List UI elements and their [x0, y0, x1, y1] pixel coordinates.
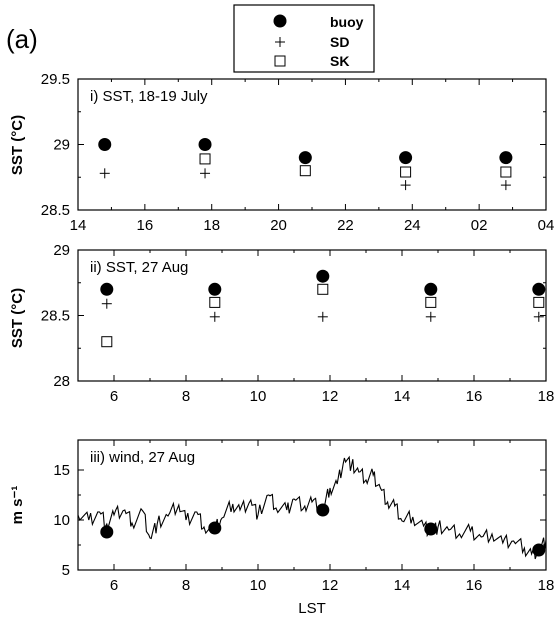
legend-sk-marker-icon — [274, 55, 286, 67]
sk-point — [101, 336, 113, 348]
wind-speed-line — [77, 455, 547, 560]
sd-point — [317, 311, 328, 322]
sk-point — [317, 283, 329, 295]
buoy-point — [316, 503, 330, 517]
legend-buoy-label: buoy — [330, 14, 364, 30]
buoy-point — [100, 282, 114, 296]
sd-point — [425, 311, 436, 322]
panel-sst-august: 6 8 10 12 14 16 18 28 28.5 29 ii) SST, 27 Aug SST (… — [9, 242, 554, 405]
y-tick-label: 5 — [62, 562, 70, 579]
buoy-point — [532, 282, 546, 296]
legend-box — [233, 4, 375, 73]
buoy-point — [499, 151, 513, 165]
sk-point — [299, 165, 311, 177]
x-tick-label: 12 — [322, 577, 339, 594]
x-tick-label: 18 — [538, 388, 555, 405]
buoy-point — [298, 151, 312, 165]
sd-point — [533, 311, 544, 322]
y-axis-label: m s⁻¹ — [9, 486, 26, 525]
y-tick-label: 10 — [53, 512, 70, 529]
panel-wind-august: 6 8 10 12 14 16 18 5 10 15 iii) wind, 27 Aug m s⁻¹ — [9, 439, 555, 594]
x-tick-label: 16 — [137, 217, 154, 234]
buoy-point — [208, 282, 222, 296]
x-tick-label: 16 — [466, 388, 483, 405]
x-tick-label: 14 — [394, 388, 411, 405]
buoy-point — [100, 525, 114, 539]
y-axis-label: SST (°C) — [9, 115, 26, 175]
sd-point — [101, 298, 112, 309]
buoy-point — [208, 521, 222, 535]
x-tick-label: 18 — [203, 217, 220, 234]
x-tick-label: 14 — [394, 577, 411, 594]
sk-point — [533, 296, 545, 308]
sk-point — [209, 296, 221, 308]
x-tick-label: 04 — [538, 217, 555, 234]
y-tick-label: 15 — [53, 462, 70, 479]
y-tick-label: 28.5 — [41, 202, 70, 219]
plot-frame — [77, 439, 547, 571]
sk-point — [199, 153, 211, 165]
buoy-point — [532, 543, 546, 557]
x-tick-label: 8 — [182, 388, 190, 405]
legend-buoy-marker-icon — [273, 14, 287, 28]
y-tick-label: 28.5 — [41, 308, 70, 325]
x-tick-label: 6 — [110, 388, 118, 405]
panel-title: i) SST, 18-19 July — [90, 88, 208, 105]
x-tick-label: 24 — [404, 217, 421, 234]
x-tick-label: 18 — [538, 577, 555, 594]
sd-point — [400, 180, 411, 191]
panel-sst-july: 14 16 18 20 22 24 02 04 28.5 29 29.5 i) SST, 18-19 … — [9, 71, 554, 234]
y-tick-label: 29 — [53, 242, 70, 259]
legend-sd-label: SD — [330, 34, 349, 50]
y-tick-label: 28 — [53, 373, 70, 390]
sk-point — [400, 166, 412, 178]
x-axis-label-lst: LST — [298, 600, 326, 617]
buoy-point — [399, 151, 413, 165]
legend: buoy SD SK — [233, 4, 375, 73]
y-axis-label: SST (°C) — [9, 288, 26, 348]
buoy-point — [98, 138, 112, 151]
x-tick-label: 8 — [182, 577, 190, 594]
figure-label: (a) — [6, 24, 38, 54]
x-tick-label: 22 — [337, 217, 354, 234]
buoy-point — [424, 282, 438, 296]
sk-point — [500, 166, 512, 178]
y-tick-label: 29.5 — [41, 71, 70, 88]
sk-point — [425, 296, 437, 308]
x-tick-label: 14 — [70, 217, 87, 234]
x-tick-label: 12 — [322, 388, 339, 405]
panel-title: iii) wind, 27 Aug — [90, 449, 195, 466]
x-tick-label: 02 — [471, 217, 488, 234]
buoy-point — [198, 138, 212, 151]
buoy-point — [424, 522, 438, 536]
x-tick-label: 6 — [110, 577, 118, 594]
x-tick-label: 20 — [270, 217, 287, 234]
legend-sd-marker-icon — [275, 37, 285, 47]
sd-point — [209, 311, 220, 322]
y-tick-label: 29 — [53, 137, 70, 154]
x-tick-label: 10 — [250, 388, 267, 405]
sd-point — [500, 180, 511, 191]
sd-point — [99, 168, 110, 179]
x-tick-label: 10 — [250, 577, 267, 594]
panel-title: ii) SST, 27 Aug — [90, 259, 188, 276]
buoy-point — [316, 269, 330, 283]
x-tick-label: 16 — [466, 577, 483, 594]
legend-sk-label: SK — [330, 53, 349, 69]
sd-point — [200, 168, 211, 179]
